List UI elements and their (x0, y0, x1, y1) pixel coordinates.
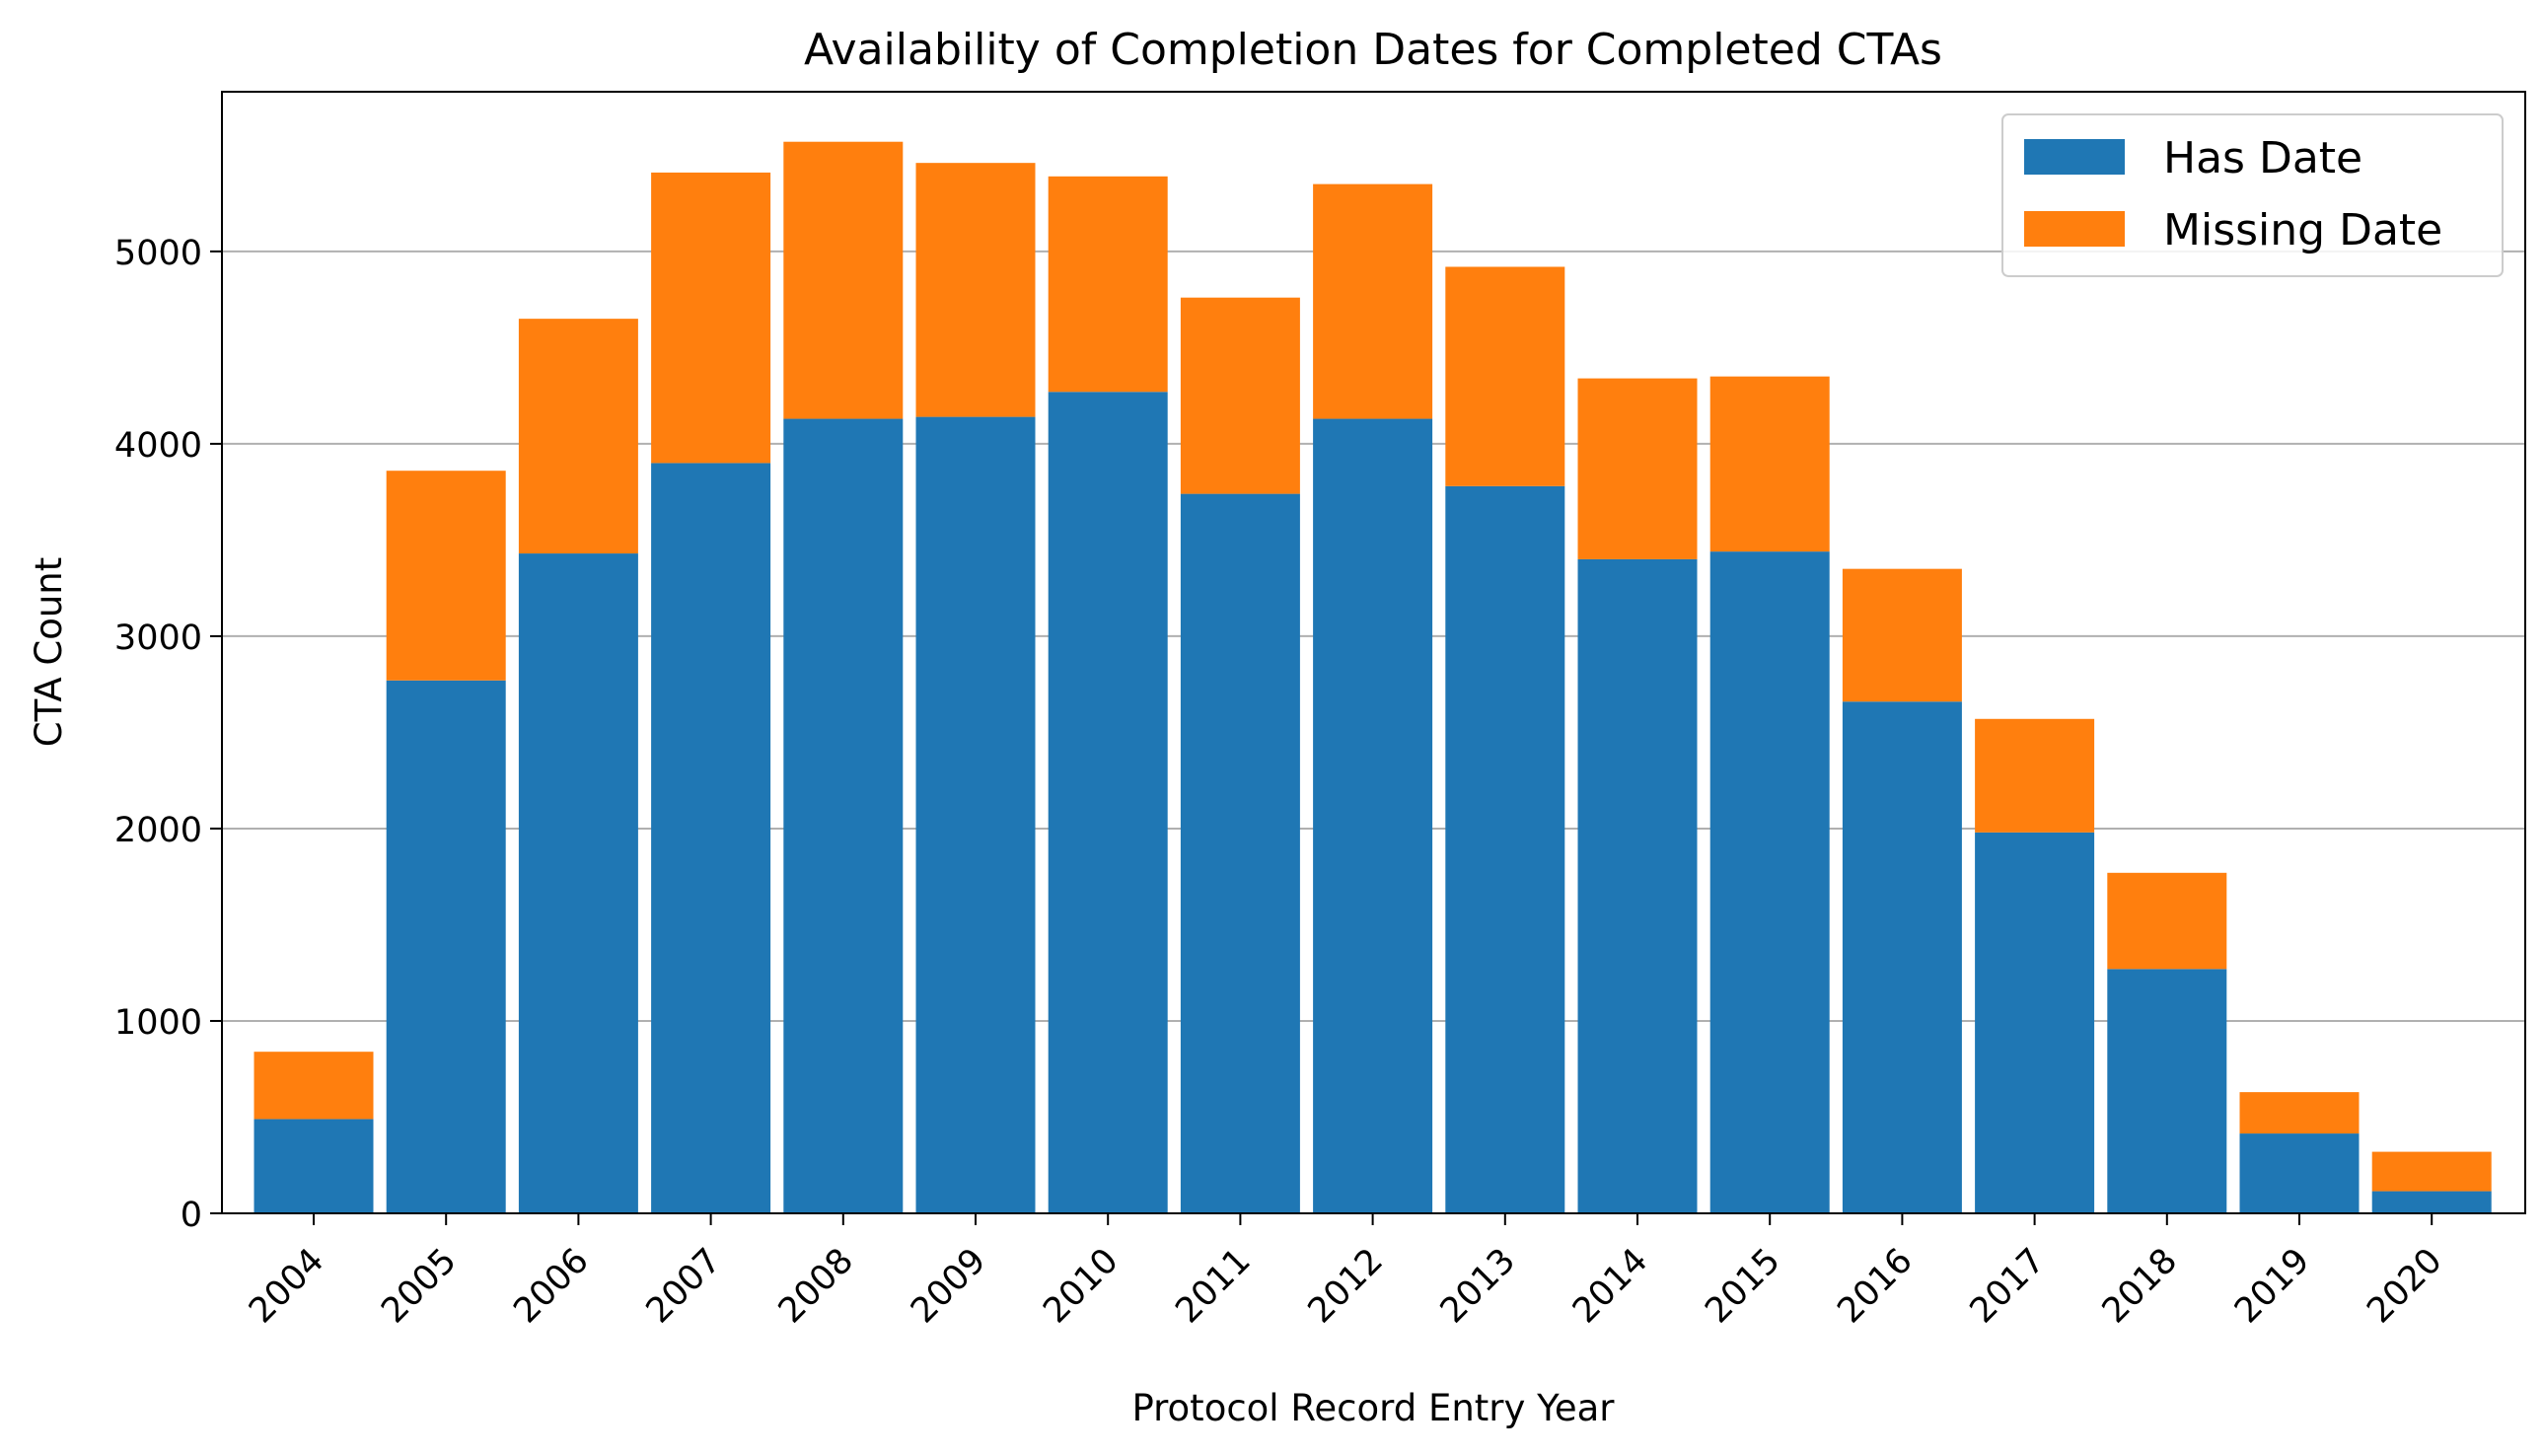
x-tick-label: 2015 (1698, 1241, 1787, 1331)
x-tick-label: 2008 (771, 1241, 861, 1331)
bar-has-date-2009 (915, 416, 1036, 1213)
bar-missing-date-2015 (1709, 376, 1830, 552)
bar-missing-date-2019 (2239, 1092, 2360, 1134)
y-tick-label: 5000 (114, 234, 202, 273)
bar-missing-date-2020 (2371, 1151, 2492, 1192)
x-tick-label: 2010 (1036, 1241, 1126, 1331)
bar-has-date-2006 (518, 553, 638, 1213)
bar-missing-date-2010 (1048, 176, 1168, 393)
x-tick-label: 2005 (374, 1241, 464, 1331)
x-axis-label: Protocol Record Entry Year (1131, 1387, 1615, 1429)
bar-missing-date-2014 (1577, 378, 1698, 559)
bar-has-date-2019 (2239, 1133, 2360, 1213)
legend-frame (2001, 113, 2504, 277)
x-tick-label: 2006 (506, 1241, 596, 1331)
bar-has-date-2020 (2371, 1191, 2492, 1213)
x-tick-label: 2017 (1963, 1241, 2053, 1331)
bar-has-date-2005 (386, 680, 506, 1213)
bar-missing-date-2009 (915, 163, 1036, 417)
bar-has-date-2008 (783, 418, 904, 1214)
bar-missing-date-2011 (1180, 297, 1300, 494)
bar-missing-date-2013 (1445, 266, 1565, 486)
x-tick-label: 2012 (1301, 1241, 1391, 1331)
bar-missing-date-2004 (254, 1052, 374, 1120)
x-tick-label: 2020 (2360, 1241, 2449, 1331)
x-axis: 2004 2005 2006 2007 2008 2009 2010 2011 2012 2013… (242, 1213, 2450, 1331)
chart-title: Availability of Completion Dates for Com… (804, 25, 1942, 75)
x-tick-label: 2013 (1433, 1241, 1523, 1331)
bar-has-date-2014 (1577, 558, 1698, 1213)
x-tick-label: 2007 (639, 1241, 729, 1331)
x-tick-label: 2004 (242, 1241, 331, 1331)
bar-has-date-2011 (1180, 493, 1300, 1213)
bar-has-date-2010 (1048, 392, 1168, 1214)
bar-has-date-2007 (651, 463, 771, 1213)
y-tick-label: 0 (181, 1196, 202, 1235)
x-tick-label: 2016 (1830, 1241, 1920, 1331)
y-axis: 0 1000 2000 3000 4000 5000 (114, 234, 222, 1235)
bar-has-date-2013 (1445, 485, 1565, 1213)
legend-swatch-has-date (2024, 139, 2125, 175)
bar-has-date-2015 (1709, 551, 1830, 1213)
bar-has-date-2004 (254, 1119, 374, 1213)
y-tick-label: 4000 (114, 426, 202, 466)
x-tick-label: 2018 (2095, 1241, 2185, 1331)
legend-label-has-date: Has Date (2163, 133, 2362, 183)
legend-label-missing-date: Missing Date (2163, 205, 2442, 255)
y-axis-label: CTA Count (28, 557, 70, 748)
bar-missing-date-2005 (386, 471, 506, 681)
y-tick-label: 1000 (114, 1003, 202, 1043)
bar-has-date-2016 (1842, 701, 1962, 1213)
bar-missing-date-2008 (783, 141, 904, 419)
bar-has-date-2017 (1975, 832, 2095, 1213)
x-tick-label: 2011 (1168, 1241, 1258, 1331)
bar-missing-date-2006 (518, 319, 638, 554)
bar-has-date-2018 (2107, 969, 2227, 1213)
bar-missing-date-2018 (2107, 872, 2227, 970)
bars-group (254, 141, 2492, 1214)
y-tick-label: 2000 (114, 811, 202, 850)
bar-missing-date-2016 (1842, 568, 1962, 702)
x-tick-label: 2019 (2227, 1241, 2317, 1331)
legend-swatch-missing-date (2024, 211, 2125, 247)
bar-missing-date-2007 (651, 172, 771, 464)
bar-missing-date-2012 (1313, 183, 1433, 419)
bar-has-date-2012 (1313, 418, 1433, 1214)
legend: Has Date Missing Date (2001, 113, 2504, 277)
bar-missing-date-2017 (1975, 718, 2095, 833)
y-tick-label: 3000 (114, 619, 202, 658)
x-tick-label: 2014 (1565, 1241, 1655, 1331)
x-tick-label: 2009 (904, 1241, 993, 1331)
